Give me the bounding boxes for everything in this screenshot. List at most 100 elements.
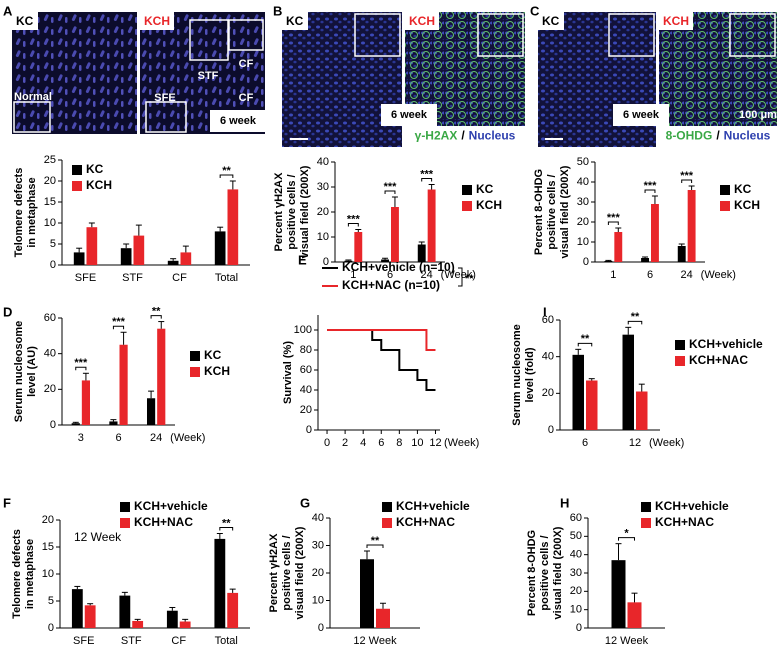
stain-caption: γ-H2AX / Nucleus <box>415 129 516 143</box>
x-tick-label: CF <box>171 635 186 647</box>
legend-swatch <box>462 185 472 195</box>
significance-bracket <box>627 320 643 325</box>
panel-label: E <box>298 252 307 267</box>
bar <box>132 620 144 628</box>
legend-label: KCH+NAC <box>689 353 748 367</box>
y-tick-label: 20 <box>44 383 56 395</box>
y-tick-label: 40 <box>577 176 589 188</box>
significance-bracket <box>366 544 384 548</box>
significance: ** <box>581 333 590 345</box>
image-note: CF <box>239 92 254 104</box>
panel-label: D <box>3 304 12 319</box>
legend-swatch <box>641 502 651 512</box>
legend-label: KCH+NAC <box>655 515 714 529</box>
x-tick-label: 8 <box>396 437 402 449</box>
x-tick-label: 0 <box>324 437 330 449</box>
y-label: positive cells / <box>286 174 298 249</box>
significance: ** <box>465 273 474 285</box>
y-tick-label: 5 <box>50 238 56 250</box>
legend-label: KCH+NAC <box>396 515 455 529</box>
legend-label: KC <box>204 348 222 362</box>
bar <box>611 560 626 628</box>
y-tick-label: 20 <box>312 567 324 579</box>
image-note: STF <box>198 70 219 82</box>
image-note: 6 week <box>220 115 257 127</box>
y-tick-label: 80 <box>300 344 312 356</box>
bar <box>86 227 98 265</box>
bar <box>227 189 239 265</box>
y-tick-label: 0 <box>318 622 324 634</box>
significance: *** <box>112 316 126 328</box>
y-tick-label: 10 <box>44 217 56 229</box>
significance: ** <box>152 305 161 317</box>
tile-label-box <box>405 12 439 30</box>
y-tick-label: 20 <box>42 514 54 526</box>
bar <box>614 232 623 262</box>
y-label: Serum nucleosome <box>511 324 523 425</box>
y-tick-label: 40 <box>300 384 312 396</box>
bar <box>627 602 642 628</box>
inset <box>354 13 401 57</box>
image-note: 100 μm <box>739 109 777 121</box>
tile-label-box <box>659 12 693 30</box>
bar <box>687 190 696 262</box>
bar <box>84 605 96 628</box>
stain-part: γ-H2AX <box>415 129 458 143</box>
significance-bracket <box>75 366 87 371</box>
y-tick-label: 15 <box>42 541 54 553</box>
y-tick-label: 100 <box>294 324 312 336</box>
y-tick-label: 0 <box>583 256 589 268</box>
bar <box>417 244 426 262</box>
y-tick-label: 10 <box>570 604 582 616</box>
significance-bracket <box>347 223 359 227</box>
x-tick-label: 2 <box>342 437 348 449</box>
bar <box>586 380 598 430</box>
bar <box>109 421 118 425</box>
significance-bracket <box>618 537 635 541</box>
bar <box>622 334 634 430</box>
bar <box>360 559 374 628</box>
inset <box>13 101 51 133</box>
legend-label: KCH <box>476 198 502 212</box>
y-tick-label: 20 <box>542 387 554 399</box>
bar <box>354 232 363 262</box>
x-tick-label: 24 <box>150 432 162 444</box>
y-tick-label: 0 <box>323 256 329 268</box>
significance-bracket <box>384 190 396 194</box>
tile-label: KCH <box>144 14 170 28</box>
x-tick-label: 6 <box>647 269 653 281</box>
y-label: Percent 8-OHDG <box>526 530 538 616</box>
survival-line <box>327 329 436 351</box>
stain-box <box>405 126 525 147</box>
legend-swatch <box>120 502 130 512</box>
note-box <box>613 104 669 126</box>
y-tick-label: 30 <box>577 196 589 208</box>
significance: *** <box>680 170 694 182</box>
stain-part: Nucleus <box>724 129 771 143</box>
y-tick-label: 40 <box>312 512 324 524</box>
x-tick-label: 24 <box>681 269 693 281</box>
y-label: Serum nucleosome <box>13 321 25 422</box>
y-tick-label: 15 <box>44 196 56 208</box>
bar <box>167 260 179 265</box>
x-tick-label: 12 Week <box>353 635 397 647</box>
y-tick-label: 20 <box>570 585 582 597</box>
x-tick-label: 6 <box>387 269 393 281</box>
image-note: SFE <box>154 92 175 104</box>
x-tick-label: CF <box>172 272 187 284</box>
bar <box>146 398 156 425</box>
bar <box>677 246 686 262</box>
bar <box>572 354 584 430</box>
significance: ** <box>222 517 231 529</box>
legend-swatch <box>190 367 200 377</box>
bar <box>227 592 239 628</box>
bar <box>636 391 648 430</box>
tile-label: KC <box>286 14 304 28</box>
y-tick-label: 10 <box>577 236 589 248</box>
x-tick-label: Total <box>215 272 238 284</box>
legend-label: KCH+vehicle <box>396 499 470 513</box>
legend-swatch <box>382 502 392 512</box>
y-label: Percent γH2AX <box>273 172 285 252</box>
bar <box>81 380 91 425</box>
